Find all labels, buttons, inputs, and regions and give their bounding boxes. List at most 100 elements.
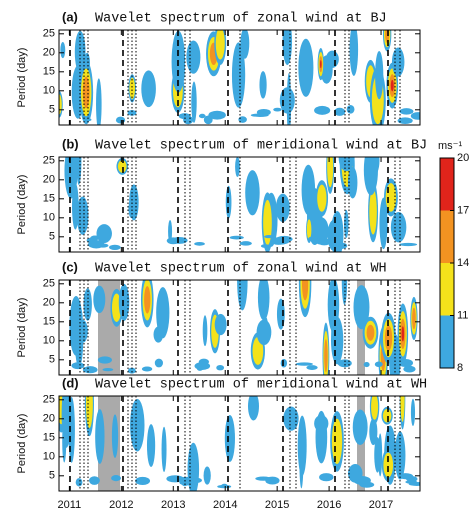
panel-label: (c) <box>62 259 78 274</box>
contour-blob <box>317 238 331 246</box>
contour-blob <box>64 157 78 199</box>
contour-blob <box>259 71 267 99</box>
y-tick-label: 20 <box>43 413 55 425</box>
contour-blob <box>255 476 272 481</box>
contour-blob <box>208 110 226 120</box>
colorbar-tick-label: 11 <box>457 309 468 321</box>
contour-blob <box>179 479 195 486</box>
y-tick-label: 20 <box>43 174 55 186</box>
contour-blob <box>397 117 413 125</box>
y-tick-label: 20 <box>43 297 55 309</box>
y-tick-label: 10 <box>43 212 55 224</box>
contour-blob <box>369 418 378 446</box>
contour-blob <box>115 116 126 124</box>
contour-blob <box>75 478 83 487</box>
contour-blob <box>401 326 405 342</box>
contour-blob <box>129 77 136 99</box>
contour-blob <box>363 157 378 196</box>
plot-frame <box>58 156 421 253</box>
contour-blob <box>359 412 366 437</box>
contour-blob <box>334 107 346 116</box>
contour-blob <box>394 431 406 480</box>
x-tick-label: 2013 <box>161 499 185 511</box>
contour-blob <box>229 235 244 240</box>
y-tick-label: 5 <box>49 470 55 482</box>
plot-frame <box>58 29 421 126</box>
plot-frame <box>58 395 421 492</box>
contour-blob <box>379 197 388 250</box>
contour-blob <box>298 38 314 97</box>
panel-label: (b) <box>62 136 79 151</box>
contour-blob <box>202 315 208 347</box>
contour-blob <box>237 280 248 311</box>
y-axis-label: Period (day) <box>16 414 28 474</box>
y-axis-label: Period (day) <box>16 175 28 235</box>
contour-blob <box>198 113 206 119</box>
contour-blob <box>216 364 225 371</box>
contour-blob <box>412 307 416 330</box>
y-axis-label: Period (day) <box>16 48 28 108</box>
contour-blob <box>109 244 121 250</box>
colorbar-tick-label: 20 <box>457 152 469 164</box>
contour-blob <box>280 358 288 368</box>
contour-blob <box>129 184 139 221</box>
y-tick-label: 25 <box>43 278 55 290</box>
contour-blob <box>391 47 405 77</box>
contour-blob <box>96 78 102 125</box>
contour-blob <box>82 366 98 374</box>
plot-area <box>69 280 418 375</box>
contour-blob <box>76 196 89 235</box>
contour-blob <box>60 42 66 59</box>
contour-blob <box>96 224 112 244</box>
contour-blob <box>301 164 316 215</box>
contour-blob <box>314 105 331 115</box>
x-tick-label: 2015 <box>265 499 289 511</box>
contour-blob <box>194 241 205 246</box>
contour-blob <box>264 235 274 239</box>
contour-blob <box>135 476 151 486</box>
contour-blob <box>295 362 314 366</box>
contour-blob <box>97 356 112 364</box>
colorbar-label: ms⁻¹ <box>438 140 462 152</box>
y-tick-label: 15 <box>43 193 55 205</box>
contour-blob <box>359 481 375 488</box>
contour-blob <box>111 414 119 458</box>
x-tick-label: 2017 <box>369 499 393 511</box>
y-tick-label: 15 <box>43 66 55 78</box>
contour-blob <box>283 406 299 431</box>
contour-blob <box>118 283 130 321</box>
y-tick-label: 25 <box>43 155 55 167</box>
contour-blob <box>319 473 334 482</box>
y-tick-label: 5 <box>49 354 55 366</box>
contour-blob <box>153 326 164 343</box>
contour-blob <box>306 219 312 240</box>
plot-area <box>59 30 420 125</box>
panel-label: (a) <box>62 9 78 24</box>
contour-blob <box>374 361 383 368</box>
contour-blob <box>127 110 137 116</box>
contour-blob <box>346 105 355 114</box>
x-tick-label: 2012 <box>109 499 133 511</box>
y-tick-label: 25 <box>43 28 55 40</box>
contour-blob <box>215 30 225 60</box>
contour-blob <box>319 60 322 69</box>
contour-blob <box>390 79 394 92</box>
contour-blob <box>166 475 184 483</box>
contour-blob <box>375 50 384 100</box>
colorbar-tick-label: 17 <box>457 204 469 216</box>
contour-blob <box>371 396 379 420</box>
contour-blob <box>384 325 393 351</box>
contour-blob <box>161 426 167 473</box>
contour-blob <box>95 409 105 464</box>
contour-blob <box>88 240 105 249</box>
contour-blob <box>245 170 260 216</box>
contour-blob <box>117 160 127 173</box>
contour-blob <box>366 324 375 341</box>
contour-blob <box>83 288 92 321</box>
contour-blob <box>203 466 211 485</box>
contour-blob <box>341 280 348 305</box>
contour-blob <box>353 285 370 330</box>
contour-blob <box>308 236 318 242</box>
contour-blob <box>390 212 407 243</box>
